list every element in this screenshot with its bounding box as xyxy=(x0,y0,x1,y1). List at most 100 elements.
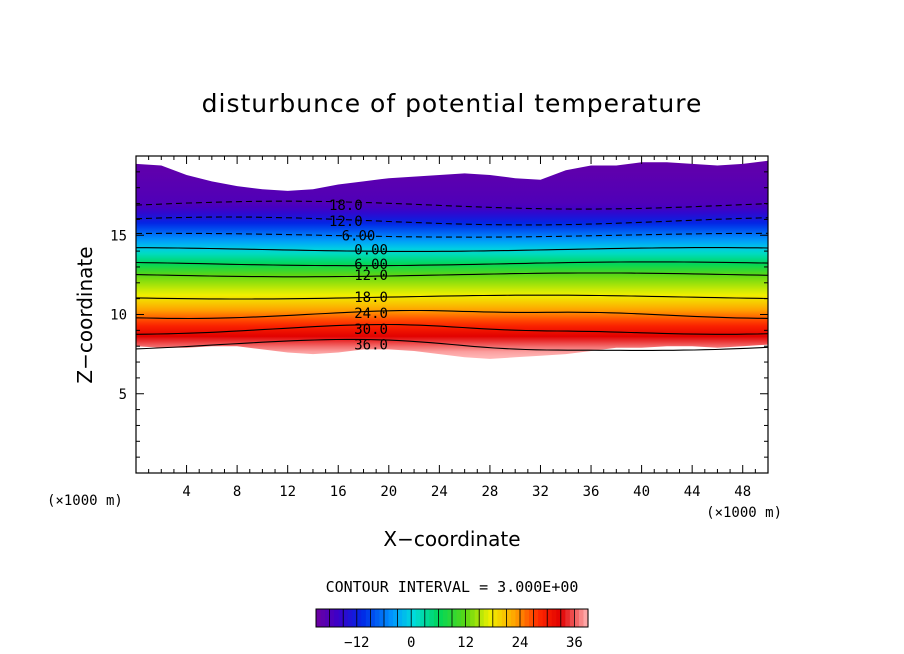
colorbar-tick-label: 12 xyxy=(457,635,474,651)
colorbar-cell xyxy=(370,609,376,627)
colorbar-cell xyxy=(438,609,444,627)
colorbar-cell xyxy=(538,609,544,627)
x-tick-label: 4 xyxy=(182,484,190,500)
colorbar-cell xyxy=(329,609,335,627)
contour-label: 12.0 xyxy=(329,214,363,230)
colorbar-cell xyxy=(456,609,462,627)
colorbar-cell xyxy=(510,609,517,627)
colorbar-cell xyxy=(533,609,539,627)
colorbar-cell xyxy=(384,609,390,627)
contour-label: 24.0 xyxy=(354,306,388,322)
contour-label: 36.0 xyxy=(354,338,388,354)
colorbar-cell xyxy=(325,609,331,627)
x-axis-label: X−coordinate xyxy=(383,527,520,551)
colorbar-cell xyxy=(551,609,557,627)
colorbar-cell xyxy=(574,609,580,627)
x-axis-unit: (×1000 m) xyxy=(706,505,782,521)
colorbar-cell xyxy=(316,609,322,627)
colorbar-cell xyxy=(483,609,489,627)
contour-lines xyxy=(136,200,768,351)
colorbar-cell xyxy=(352,609,358,627)
colorbar-cell xyxy=(515,609,521,627)
contour-label: 6.00 xyxy=(354,257,388,273)
x-tick-label: 8 xyxy=(233,484,241,500)
colorbar-cell xyxy=(411,609,417,627)
chart-title: disturbunce of potential temperature xyxy=(202,89,703,118)
contour-line xyxy=(136,200,768,210)
contour-line xyxy=(136,216,768,226)
colorbar-cell xyxy=(361,609,367,627)
colorbar-cell xyxy=(474,609,480,627)
colorbar-cell xyxy=(334,609,340,627)
x-tick-label: 44 xyxy=(684,484,701,500)
colorbar-cell xyxy=(542,609,548,627)
colorbar-cell xyxy=(556,609,562,627)
y-tick-label: 15 xyxy=(110,228,127,244)
colorbar-cell xyxy=(479,609,485,627)
y-tick-label: 10 xyxy=(110,308,127,324)
colorbar-cell xyxy=(501,609,507,627)
colorbar-cell xyxy=(320,609,326,627)
colorbar-cell xyxy=(492,609,498,627)
colorbar-cell xyxy=(393,609,399,627)
x-tick-label: 24 xyxy=(431,484,448,500)
y-axis-label: Z−coordinate xyxy=(73,246,97,383)
colorbar-cell xyxy=(347,609,353,627)
colorbar-cell xyxy=(565,609,571,627)
colorbar-cell xyxy=(470,609,476,627)
x-tick-label: 32 xyxy=(532,484,549,500)
contour-line xyxy=(136,247,768,252)
colorbar-cell xyxy=(415,609,421,627)
colorbar-cell xyxy=(429,609,435,627)
colorbar-cell xyxy=(397,609,403,627)
colorbar-cell xyxy=(433,609,439,627)
x-tick-label: 40 xyxy=(633,484,650,500)
colorbar-cell xyxy=(442,609,449,627)
contour-line xyxy=(136,232,768,238)
colorbar-cell xyxy=(461,609,467,627)
contour-line xyxy=(136,272,768,278)
colorbar-cell xyxy=(560,609,566,627)
colorbar-cell xyxy=(452,609,458,627)
colorbar-ticks: −12 0 12 24 36 xyxy=(344,635,583,651)
x-tick-label: 28 xyxy=(481,484,498,500)
contour-line xyxy=(136,261,768,267)
colorbar-cell xyxy=(524,609,530,627)
colorbar-tick-label: −12 xyxy=(344,635,369,651)
x-tick-label: 16 xyxy=(330,484,347,500)
contour-label: 18.0 xyxy=(329,198,363,214)
colorbar-cell xyxy=(402,609,408,627)
x-tick-label: 48 xyxy=(734,484,751,500)
colorbar-tick-label: 36 xyxy=(566,635,583,651)
colorbar-cell xyxy=(343,609,349,627)
colorbar-tick-label: 0 xyxy=(407,635,415,651)
contour-line xyxy=(136,309,768,320)
colorbar-cell xyxy=(338,609,344,627)
colorbar-cell xyxy=(497,609,503,627)
contour-field-fill xyxy=(136,160,768,359)
contour-label: 30.0 xyxy=(354,322,388,338)
x-tick-label: 36 xyxy=(583,484,600,500)
colorbar-cell xyxy=(420,609,426,627)
y-axis-ticks: 5 10 15 xyxy=(110,171,768,458)
colorbar-tick-label: 24 xyxy=(512,635,529,651)
colorbar xyxy=(315,608,589,628)
x-axis-ticks: 4 8 12 16 20 24 28 32 36 40 44 48 xyxy=(148,156,756,500)
colorbar-cell xyxy=(356,609,362,627)
colorbar-cell xyxy=(374,609,381,627)
colorbar-cell xyxy=(569,609,575,627)
contour-line xyxy=(136,294,768,300)
colorbar-cell xyxy=(578,609,585,627)
contour-label: 0.00 xyxy=(354,243,388,259)
colorbar-cell xyxy=(547,609,553,627)
colorbar-cell xyxy=(529,609,535,627)
colorbar-cell xyxy=(424,609,430,627)
colorbar-cell xyxy=(365,609,371,627)
y-tick-label: 5 xyxy=(119,387,127,403)
colorbar-cell xyxy=(388,609,394,627)
contour-label: 12.0 xyxy=(354,268,388,284)
x-tick-label: 20 xyxy=(380,484,397,500)
colorbar-cell xyxy=(406,609,412,627)
contour-line xyxy=(136,323,768,335)
